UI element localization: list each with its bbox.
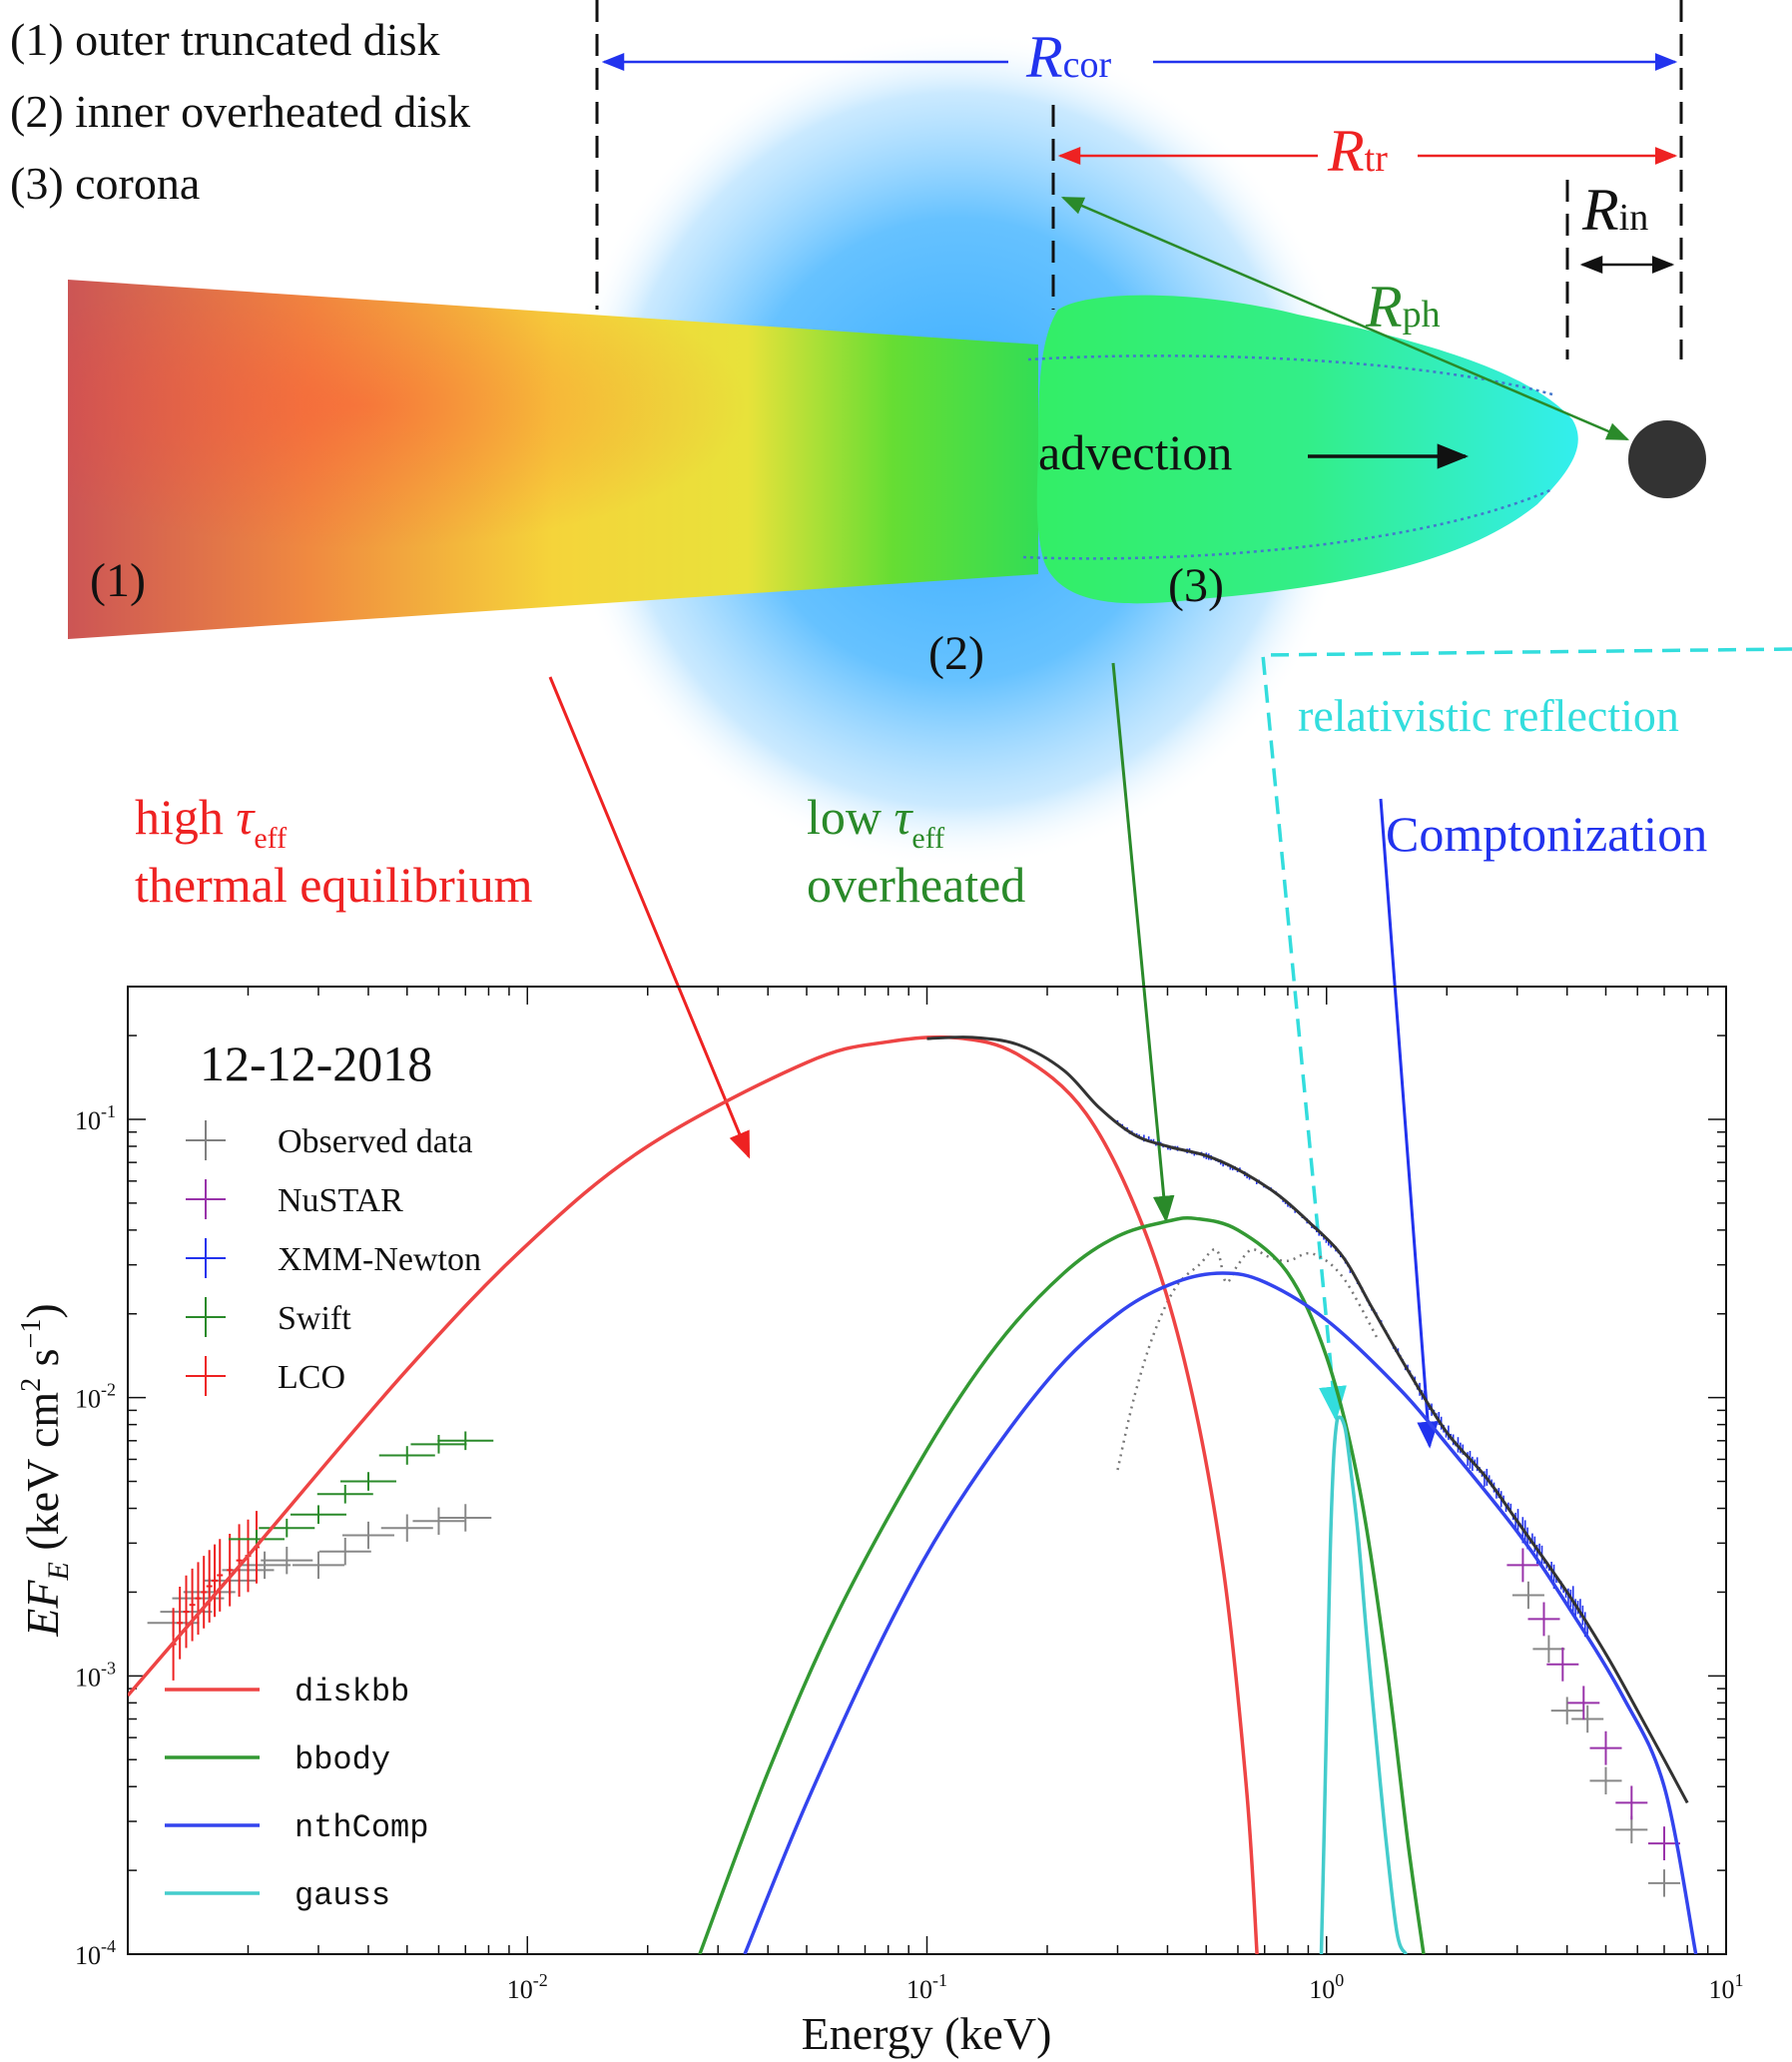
data-legend-label: XMM-Newton	[278, 1241, 481, 1278]
date-label: 12-12-2018	[200, 1035, 432, 1091]
data-legend-label: NuSTAR	[278, 1182, 403, 1219]
model-legend: diskbb bbody nthComp gauss	[165, 1674, 428, 1914]
observed-dotted-line	[1116, 1247, 1381, 1471]
plot-area	[128, 1034, 1698, 1954]
y-axis-label: EFE (keV cm2 s−1)	[16, 1303, 75, 1637]
diskbb-pointer-arrow	[548, 676, 751, 1159]
reflection-pointer-arrow	[1261, 647, 1792, 1422]
model-legend-label: diskbb	[295, 1674, 409, 1711]
rtr-label: Rtr	[1327, 118, 1388, 184]
y-tick-label: 10-4	[75, 1936, 116, 1970]
outer-disk-shading	[68, 280, 1038, 639]
region1-label: (1)	[90, 554, 146, 607]
region3-label: (3)	[1168, 559, 1224, 612]
thermal-equilibrium-label: thermal equilibrium	[135, 857, 533, 913]
x-tick-label: 10-1	[906, 1970, 947, 2004]
bbody-pointer-arrow	[1111, 662, 1175, 1223]
relativistic-reflection-label: relativistic reflection	[1298, 690, 1679, 741]
region2-label: (2)	[928, 627, 984, 680]
y-tick-label: 10-3	[75, 1658, 116, 1692]
spectrum-chart: 10-2 10-1 100 101 10-4 10-3 10-2 10-1 12-12-201…	[16, 986, 1744, 2059]
advection-label: advection	[1038, 424, 1232, 480]
gauss-curve	[1319, 1415, 1408, 1954]
x-tick-label: 100	[1309, 1970, 1344, 2004]
data-legend: Observed data NuSTAR XMM-Newton Swift LCO	[186, 1120, 481, 1396]
annotations: high τeff thermal equilibrium low τeff o…	[135, 647, 1792, 1449]
data-legend-label: LCO	[278, 1359, 345, 1396]
x-tick-label: 101	[1709, 1970, 1744, 2004]
region-legend-item-3: (3) corona	[10, 158, 200, 209]
y-tick-label: 10-1	[75, 1101, 116, 1135]
region-legend-item-1: (1) outer truncated disk	[10, 14, 439, 65]
total-curve	[926, 1035, 1689, 1804]
data-legend-label: Observed data	[278, 1123, 472, 1160]
data-legend-label: Swift	[278, 1300, 351, 1337]
corona-lower-dotted	[1022, 487, 1553, 560]
black-hole	[1628, 420, 1706, 498]
model-legend-label: nthComp	[295, 1809, 428, 1846]
rph-label: Rph	[1365, 274, 1441, 340]
rph-arrow	[1060, 196, 1630, 441]
low-tau-label: low τeff	[807, 789, 944, 855]
rin-label: Rin	[1581, 177, 1648, 243]
x-tick-label: 10-2	[507, 1970, 548, 2004]
y-tick-label: 10-2	[75, 1380, 116, 1414]
region-legend: (1) outer truncated disk (2) inner overh…	[10, 14, 470, 209]
model-legend-label: bbody	[295, 1741, 390, 1778]
nthComp-curve	[743, 1271, 1698, 1954]
accretion-diagram: Rcor Rtr Rin Rph advection (1) (2) (3)	[68, 0, 1706, 869]
overheated-label: overheated	[807, 857, 1025, 913]
comptonization-pointer-arrow	[1379, 798, 1439, 1449]
axis-ticks	[127, 987, 1726, 1955]
axis-tick-labels: 10-2 10-1 100 101 10-4 10-3 10-2 10-1	[75, 1101, 1744, 2004]
x-axis-label: Energy (keV)	[802, 2008, 1052, 2059]
comptonization-label: Comptonization	[1386, 806, 1707, 862]
region-legend-item-2: (2) inner overheated disk	[10, 86, 470, 137]
bbody-curve	[698, 1215, 1426, 1954]
high-tau-label: high τeff	[135, 789, 287, 855]
rcor-label: Rcor	[1025, 24, 1112, 90]
model-legend-label: gauss	[295, 1877, 390, 1914]
